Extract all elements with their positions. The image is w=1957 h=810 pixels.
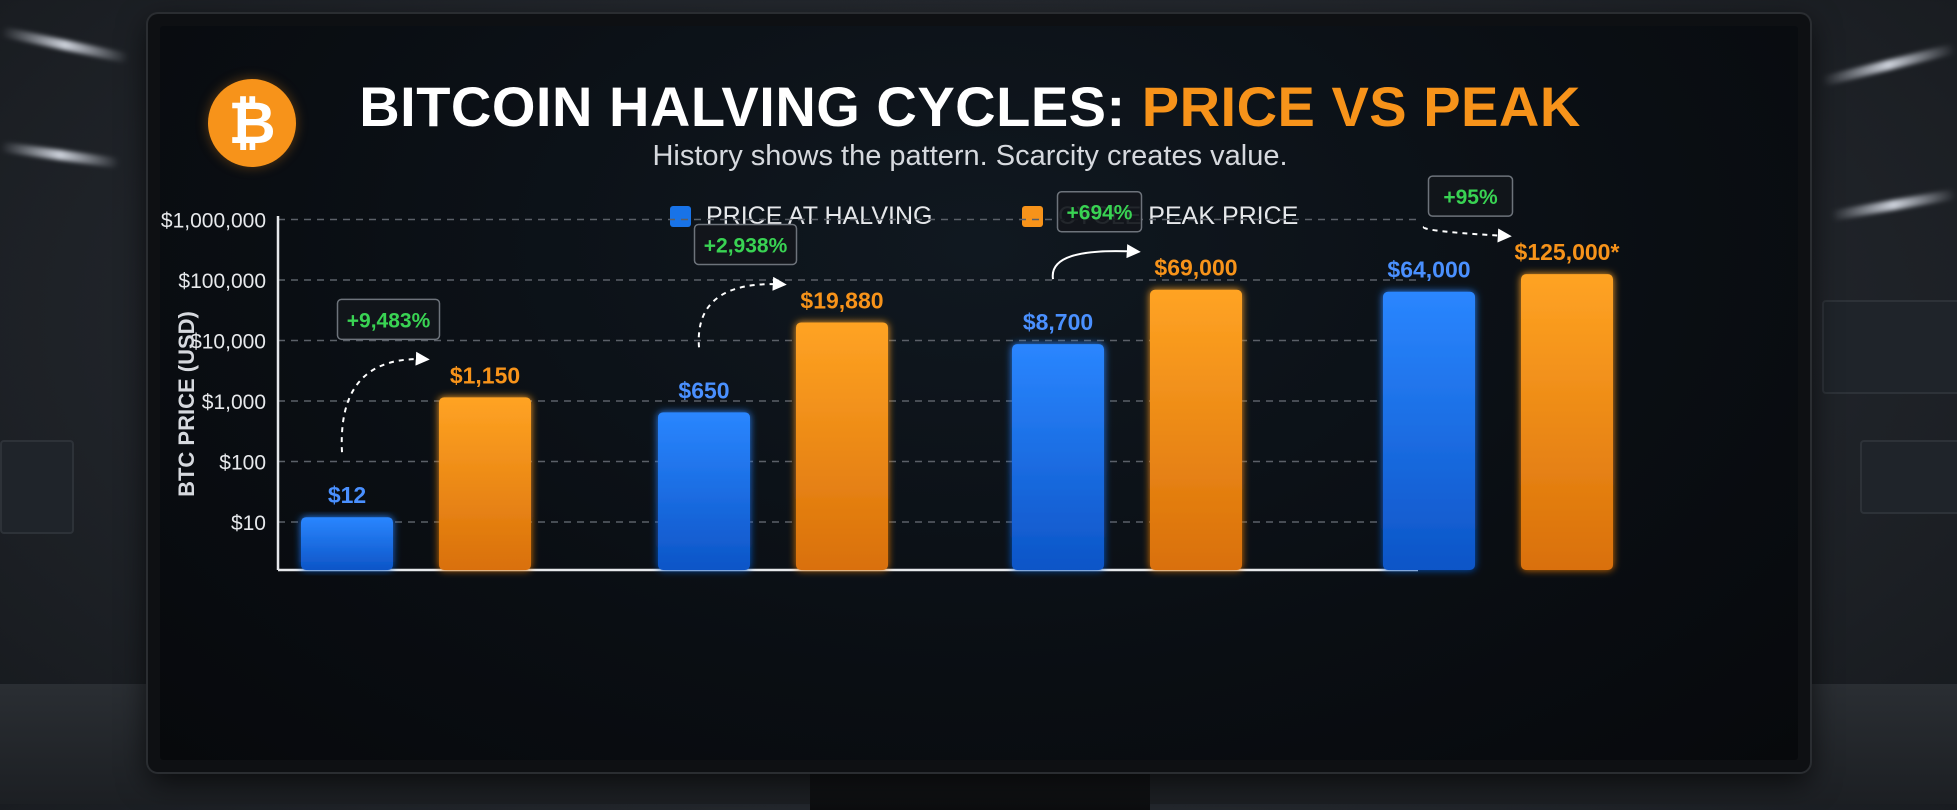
annotation-percent: +2,938% (704, 234, 788, 257)
ceiling-light (0, 141, 121, 169)
background-monitor (1860, 440, 1957, 514)
chart-subtitle: History shows the pattern. Scarcity crea… (652, 140, 1288, 172)
annotation-box (1427, 175, 1514, 217)
bar-halving (658, 412, 750, 570)
annotation-arrow (340, 351, 430, 453)
y-tick-label: $10 (231, 512, 266, 535)
bar-peak (1521, 274, 1613, 570)
legend-swatch-orange (1022, 206, 1043, 227)
bar-peak (439, 397, 531, 570)
y-tick-label: $100 (219, 452, 266, 475)
title-white-part: BITCOIN HALVING CYCLES: (359, 75, 1142, 138)
y-tick-label: $10,000 (190, 331, 266, 354)
annotation-box (336, 298, 441, 341)
y-axis-title: BTC PRICE (USD) (174, 311, 199, 497)
annotation-percent: +694% (1067, 202, 1133, 225)
bar-peak (1150, 289, 1242, 570)
data-label-peak: $125,000* (1515, 239, 1620, 265)
chart-title: BITCOIN HALVING CYCLES: PRICE VS PEAK (320, 74, 1620, 139)
bar-chart: $10 $100 $1,000 $10,000 $100,000 $1,000,000 BT… (161, 175, 1620, 572)
bar-halving (301, 517, 393, 570)
annotation-box (693, 223, 798, 266)
y-tick-label: $100,000 (178, 270, 266, 293)
screen: ₿ BITCOIN HALVING CYCLES: PRICE VS PEAK … (160, 26, 1798, 760)
background-monitor (0, 440, 74, 534)
data-label-halving: $8,700 (1023, 309, 1093, 335)
bitcoin-logo-icon: ₿ (208, 79, 296, 167)
title-orange-part: PRICE VS PEAK (1141, 75, 1581, 138)
annotation-arrow (1422, 225, 1512, 243)
bar-halving (1012, 344, 1104, 570)
bar-peak (796, 322, 888, 570)
annotation-arrow (1051, 244, 1141, 280)
legend-swatch-blue (670, 206, 691, 227)
annotation-box (1056, 190, 1143, 233)
background-monitor (1822, 300, 1957, 394)
annotation-arrow (697, 276, 787, 348)
ceiling-light (1820, 43, 1957, 87)
annotation-percent: +95% (1443, 186, 1498, 209)
ceiling-light (0, 26, 130, 64)
monitor-stand (810, 770, 1150, 810)
ceiling-light (1830, 189, 1957, 221)
y-tick-label: $1,000 (202, 391, 266, 414)
data-label-peak: $1,150 (450, 362, 520, 388)
data-label-halving: $12 (328, 482, 366, 508)
monitor: ₿ BITCOIN HALVING CYCLES: PRICE VS PEAK … (148, 14, 1810, 772)
data-label-halving: $64,000 (1387, 257, 1470, 283)
bar-halving (1383, 291, 1475, 570)
data-label-peak: $19,880 (800, 287, 883, 313)
data-label-peak: $69,000 (1154, 255, 1237, 281)
annotation-percent: +9,483% (347, 309, 431, 332)
y-tick-label: $1,000,000 (161, 210, 266, 233)
data-label-halving: $650 (678, 377, 729, 403)
